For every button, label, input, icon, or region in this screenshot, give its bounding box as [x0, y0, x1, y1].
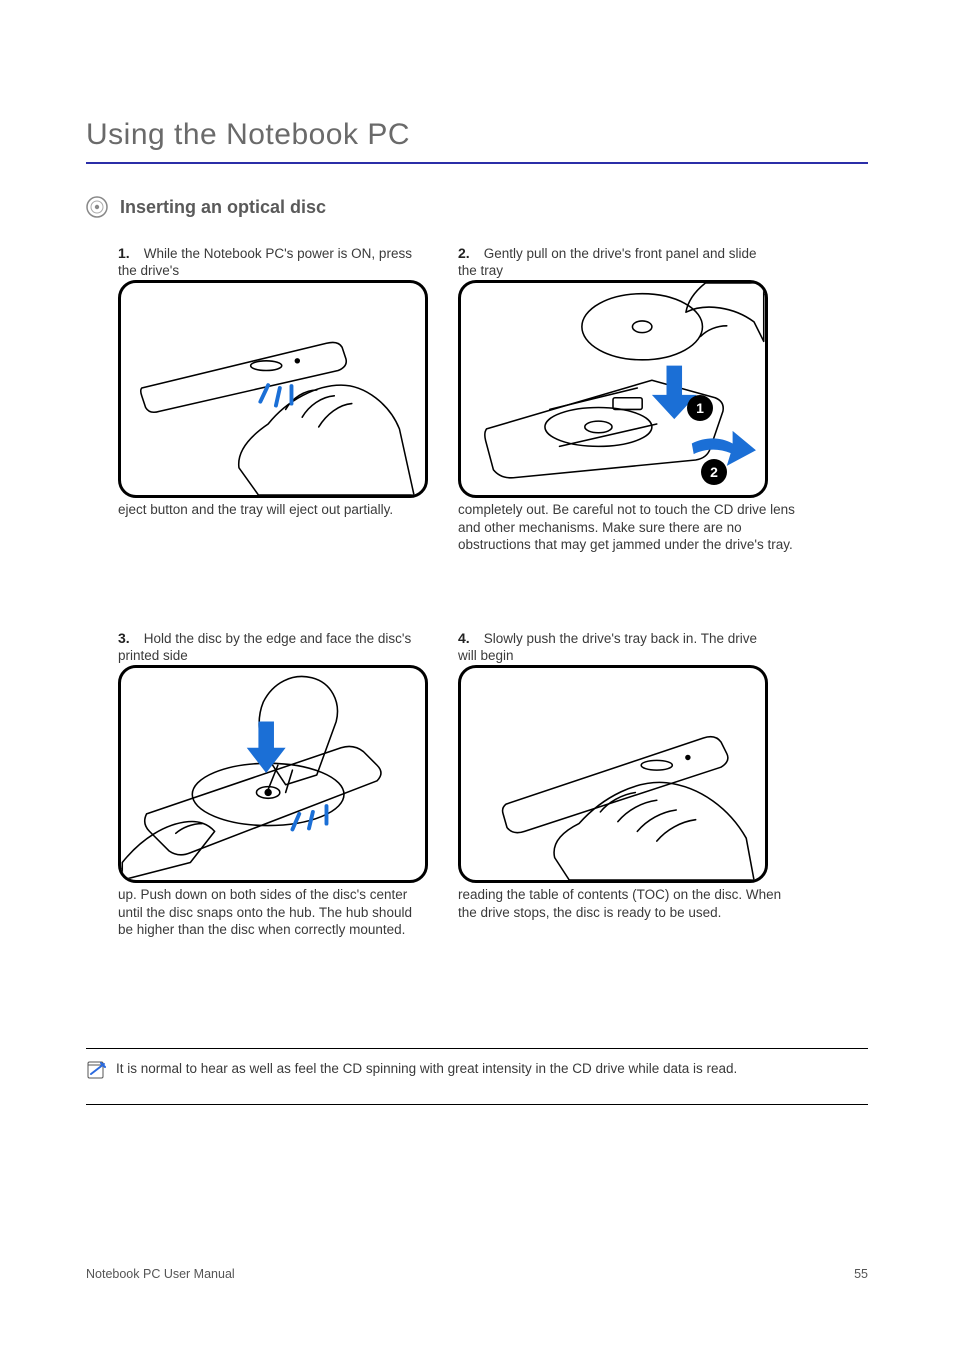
step-4-below: reading the table of contents (TOC) on t… — [458, 886, 798, 921]
step-1-below: eject button and the tray will eject out… — [118, 501, 428, 519]
figure-4 — [458, 665, 768, 883]
step-3-below: up. Push down on both sides of the disc'… — [118, 886, 428, 939]
step-2-top: Gently pull on the drive's front panel a… — [458, 246, 757, 278]
step-2: 2. Gently pull on the drive's front pane… — [458, 245, 778, 280]
figure-2: 1 2 — [458, 280, 768, 498]
step-1-top: While the Notebook PC's power is ON, pre… — [118, 246, 412, 278]
step-3-num: 3. — [118, 630, 140, 648]
step-2-num: 2. — [458, 245, 480, 263]
step-3: 3. Hold the disc by the edge and face th… — [118, 630, 428, 665]
page: Using the Notebook PC Inserting an optic… — [0, 0, 954, 1351]
note-text: It is normal to hear as well as feel the… — [116, 1060, 737, 1078]
figure-1 — [118, 280, 428, 498]
step-2-below: completely out. Be careful not to touch … — [458, 501, 798, 554]
note-icon — [86, 1060, 106, 1080]
footer-page-number: 55 — [854, 1267, 868, 1281]
figure-2-badge-2: 2 — [701, 459, 727, 485]
note-row: It is normal to hear as well as feel the… — [86, 1060, 868, 1080]
step-1-num: 1. — [118, 245, 140, 263]
figure-3 — [118, 665, 428, 883]
step-4-top: Slowly push the drive's tray back in. Th… — [458, 631, 757, 663]
header-rule — [86, 162, 868, 164]
note-rule-top — [86, 1048, 868, 1049]
section-title: Inserting an optical disc — [120, 197, 326, 218]
header-title: Using the Notebook PC — [86, 118, 868, 152]
step-1: 1. While the Notebook PC's power is ON, … — [118, 245, 428, 280]
page-footer: Notebook PC User Manual 55 — [86, 1267, 868, 1281]
figure-2-badge-1: 1 — [687, 395, 713, 421]
disc-icon — [86, 196, 108, 218]
step-4: 4. Slowly push the drive's tray back in.… — [458, 630, 778, 665]
note-rule-bottom — [86, 1104, 868, 1105]
step-4-num: 4. — [458, 630, 480, 648]
step-3-top: Hold the disc by the edge and face the d… — [118, 631, 411, 663]
page-header: Using the Notebook PC — [86, 118, 868, 164]
footer-left: Notebook PC User Manual — [86, 1267, 235, 1281]
section-header: Inserting an optical disc — [86, 196, 326, 218]
